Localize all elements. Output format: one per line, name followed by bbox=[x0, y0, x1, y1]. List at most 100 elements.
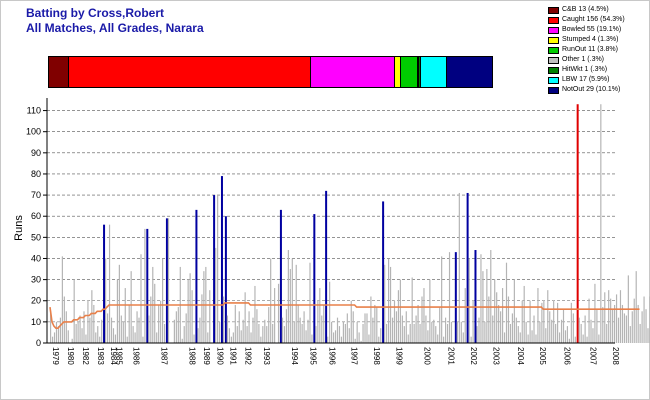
legend-label: Bowled 55 (19.1%) bbox=[562, 26, 622, 33]
innings-bar bbox=[315, 326, 317, 343]
innings-bar bbox=[138, 317, 140, 343]
innings-bar bbox=[397, 290, 400, 343]
innings-bar bbox=[91, 290, 93, 343]
innings-bar bbox=[277, 283, 280, 343]
innings-bar bbox=[560, 319, 563, 343]
innings-bar bbox=[301, 323, 303, 343]
innings-bar bbox=[415, 315, 417, 343]
legend-swatch bbox=[548, 36, 559, 44]
legend-swatch bbox=[548, 76, 559, 84]
innings-bar bbox=[635, 271, 637, 343]
innings-bar bbox=[140, 254, 142, 343]
y-tick-label: 0 bbox=[36, 338, 41, 348]
legend-label: NotOut 29 (10.1%) bbox=[562, 86, 621, 93]
innings-bar bbox=[382, 201, 385, 343]
innings-bar bbox=[617, 317, 620, 343]
innings-bar bbox=[615, 294, 618, 343]
innings-bar bbox=[439, 307, 441, 343]
innings-bar bbox=[403, 326, 405, 343]
innings-bar bbox=[177, 307, 179, 343]
innings-bar bbox=[621, 304, 624, 343]
innings-bar bbox=[478, 317, 480, 343]
innings-bar bbox=[354, 338, 356, 343]
innings-bar bbox=[81, 328, 83, 343]
innings-bar bbox=[207, 332, 209, 343]
innings-bar bbox=[413, 323, 415, 343]
dismissal-segment bbox=[401, 57, 419, 87]
innings-bar bbox=[165, 218, 168, 343]
innings-bar bbox=[332, 332, 335, 343]
innings-bar bbox=[421, 296, 423, 343]
innings-bar bbox=[600, 104, 602, 343]
innings-bar bbox=[189, 273, 191, 343]
x-tick-label: 1985 bbox=[114, 347, 123, 365]
innings-bar bbox=[248, 311, 250, 343]
dismissal-breakdown-bar bbox=[48, 56, 493, 88]
innings-bar bbox=[352, 311, 354, 343]
innings-bar bbox=[242, 319, 244, 343]
innings-bar bbox=[67, 330, 69, 343]
innings-bar bbox=[539, 321, 541, 343]
innings-bar bbox=[134, 332, 136, 343]
legend-label: Stumped 4 (1.3%) bbox=[562, 36, 619, 43]
innings-bar bbox=[376, 307, 378, 343]
innings-bar bbox=[59, 317, 62, 343]
y-tick-label: 10 bbox=[31, 317, 41, 327]
x-tick-label: 1986 bbox=[131, 347, 140, 365]
innings-bar bbox=[598, 334, 600, 343]
innings-bar bbox=[511, 313, 513, 343]
innings-bar bbox=[181, 338, 183, 343]
innings-bar bbox=[484, 321, 486, 343]
innings-bar bbox=[128, 304, 130, 343]
innings-bar bbox=[240, 330, 242, 343]
innings-bar bbox=[498, 304, 500, 343]
x-tick-label: 2008 bbox=[611, 347, 620, 365]
innings-bar bbox=[450, 321, 453, 343]
x-tick-label: 1987 bbox=[159, 347, 168, 365]
innings-bar bbox=[555, 323, 557, 343]
innings-bar bbox=[468, 258, 470, 343]
innings-bar bbox=[551, 319, 553, 343]
innings-bar bbox=[110, 317, 113, 343]
innings-bar bbox=[283, 326, 286, 343]
x-tick-label: 2004 bbox=[516, 347, 525, 365]
innings-bar bbox=[602, 307, 604, 343]
innings-bar bbox=[287, 250, 289, 343]
innings-bar bbox=[562, 309, 565, 343]
innings-bar bbox=[525, 321, 527, 343]
innings-bar bbox=[574, 336, 576, 343]
innings-bar bbox=[146, 228, 149, 343]
innings-bar bbox=[358, 332, 360, 343]
innings-bar bbox=[108, 224, 111, 343]
innings-bar bbox=[187, 279, 189, 343]
innings-bar bbox=[116, 279, 118, 343]
legend-swatch bbox=[548, 66, 559, 74]
x-tick-label: 1990 bbox=[215, 347, 224, 365]
legend-label: HitWkt 1 (.3%) bbox=[562, 66, 608, 73]
x-tick-label: 1980 bbox=[66, 347, 75, 365]
legend-item: Bowled 55 (19.1%) bbox=[548, 25, 625, 35]
x-tick-label: 1994 bbox=[290, 347, 299, 365]
innings-bar bbox=[51, 336, 54, 343]
innings-bar bbox=[53, 332, 56, 343]
innings-bar bbox=[311, 334, 313, 343]
innings-bar bbox=[126, 336, 128, 343]
innings-bar bbox=[327, 336, 329, 343]
innings-bar bbox=[625, 315, 627, 343]
innings-bar bbox=[476, 326, 478, 343]
chart-subtitle: All Matches, All Grades, Narara bbox=[26, 21, 204, 35]
innings-bar bbox=[103, 224, 106, 343]
innings-bar bbox=[596, 309, 598, 343]
innings-bar bbox=[83, 311, 85, 343]
innings-bar bbox=[576, 104, 579, 343]
innings-bar bbox=[299, 317, 301, 343]
innings-bar bbox=[224, 216, 227, 343]
legend-item: LBW 17 (5.9%) bbox=[548, 75, 625, 85]
innings-bar bbox=[338, 326, 341, 343]
x-tick-label: 2003 bbox=[492, 347, 501, 365]
innings-bar bbox=[201, 294, 203, 343]
innings-bar bbox=[61, 256, 63, 343]
innings-bar bbox=[334, 330, 337, 343]
innings-bar bbox=[395, 311, 398, 343]
innings-bar bbox=[136, 311, 138, 343]
